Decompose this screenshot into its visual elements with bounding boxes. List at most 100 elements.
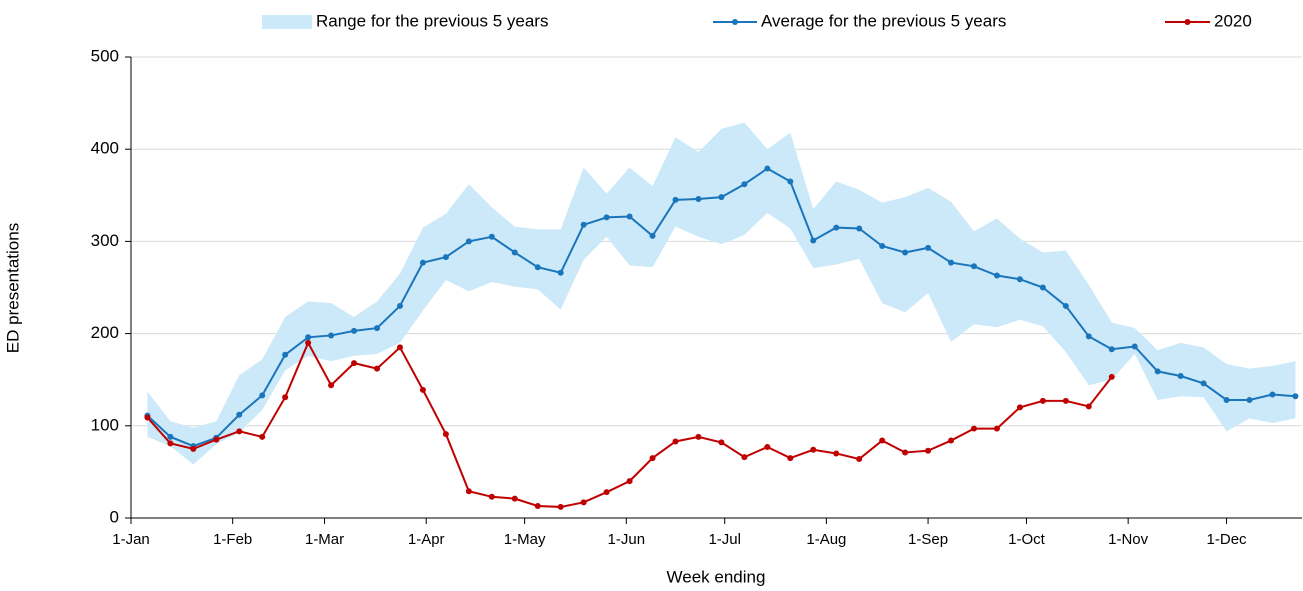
point (259, 433, 266, 440)
point (902, 249, 909, 256)
point (236, 411, 243, 418)
point (787, 178, 794, 185)
point (1062, 302, 1069, 309)
point (282, 351, 289, 358)
point (442, 431, 449, 438)
point (396, 302, 403, 309)
point (511, 495, 518, 502)
point (902, 449, 909, 456)
point (672, 196, 679, 203)
point (488, 493, 495, 500)
point (764, 165, 771, 172)
point (419, 386, 426, 393)
point (465, 238, 472, 245)
point (948, 437, 955, 444)
legend-label: 2020 (1214, 11, 1252, 30)
x-tick-label: 1-Sep (908, 531, 948, 548)
point (1016, 404, 1023, 411)
point (603, 214, 610, 221)
point (328, 332, 335, 339)
x-tick-label: 1-Dec (1207, 531, 1248, 548)
point (419, 259, 426, 266)
point (351, 327, 358, 334)
point (1223, 396, 1230, 403)
point (580, 499, 587, 506)
point (511, 249, 518, 256)
point (236, 428, 243, 435)
y-tick-label: 0 (110, 507, 119, 526)
point (970, 263, 977, 270)
point (649, 455, 656, 462)
point (534, 264, 541, 271)
point (925, 447, 932, 454)
point (488, 233, 495, 240)
legend-swatch (1184, 19, 1191, 25)
point (1131, 343, 1138, 350)
legend-swatch (262, 15, 312, 29)
point (351, 360, 358, 367)
x-tick-label: 1-Jan (112, 531, 150, 548)
point (1292, 393, 1299, 400)
point (1085, 403, 1092, 410)
x-tick-label: 1-Aug (806, 531, 846, 548)
point (764, 444, 771, 451)
point (190, 445, 197, 452)
point (305, 339, 312, 346)
x-tick-label: 1-Mar (305, 531, 344, 548)
point (1269, 391, 1276, 398)
point (1177, 373, 1184, 380)
point (557, 269, 564, 276)
point (948, 259, 955, 266)
legend-label: Average for the previous 5 years (761, 11, 1006, 30)
point (833, 450, 840, 457)
point (695, 195, 702, 202)
point (810, 446, 817, 453)
point (741, 181, 748, 188)
point (649, 232, 656, 239)
point (856, 455, 863, 462)
y-axis-title: ED presentations (3, 223, 22, 353)
point (1246, 396, 1253, 403)
x-tick-label: 1-Oct (1008, 531, 1046, 548)
point (603, 489, 610, 496)
point (328, 382, 335, 389)
legend-swatch (732, 19, 738, 25)
point (718, 439, 725, 446)
point (672, 438, 679, 445)
point (993, 272, 1000, 279)
point (1108, 346, 1115, 353)
point (1154, 368, 1161, 375)
point (741, 454, 748, 461)
x-tick-label: 1-May (504, 531, 546, 548)
point (626, 213, 633, 220)
point (856, 225, 863, 232)
point (580, 221, 587, 228)
point (1039, 397, 1046, 404)
point (626, 478, 633, 485)
x-tick-label: 1-Jun (608, 531, 646, 548)
point (259, 392, 266, 399)
point (833, 224, 840, 231)
point (1108, 373, 1115, 380)
y-tick-label: 500 (91, 46, 119, 65)
x-tick-label: 1-Apr (408, 531, 445, 548)
point (144, 414, 151, 421)
point (1085, 333, 1092, 340)
y-tick-label: 400 (91, 139, 119, 158)
x-tick-label: 1-Feb (213, 531, 252, 548)
point (282, 394, 289, 401)
point (1039, 284, 1046, 291)
x-tick-label: 1-Nov (1108, 531, 1149, 548)
point (465, 488, 472, 495)
point (787, 455, 794, 462)
y-tick-label: 200 (91, 323, 119, 342)
legend-label: Range for the previous 5 years (316, 11, 548, 30)
point (993, 425, 1000, 432)
point (374, 365, 381, 372)
y-tick-label: 100 (91, 415, 119, 434)
point (1016, 276, 1023, 283)
y-tick-label: 300 (91, 231, 119, 250)
point (557, 503, 564, 510)
point (442, 254, 449, 261)
point (925, 244, 932, 251)
